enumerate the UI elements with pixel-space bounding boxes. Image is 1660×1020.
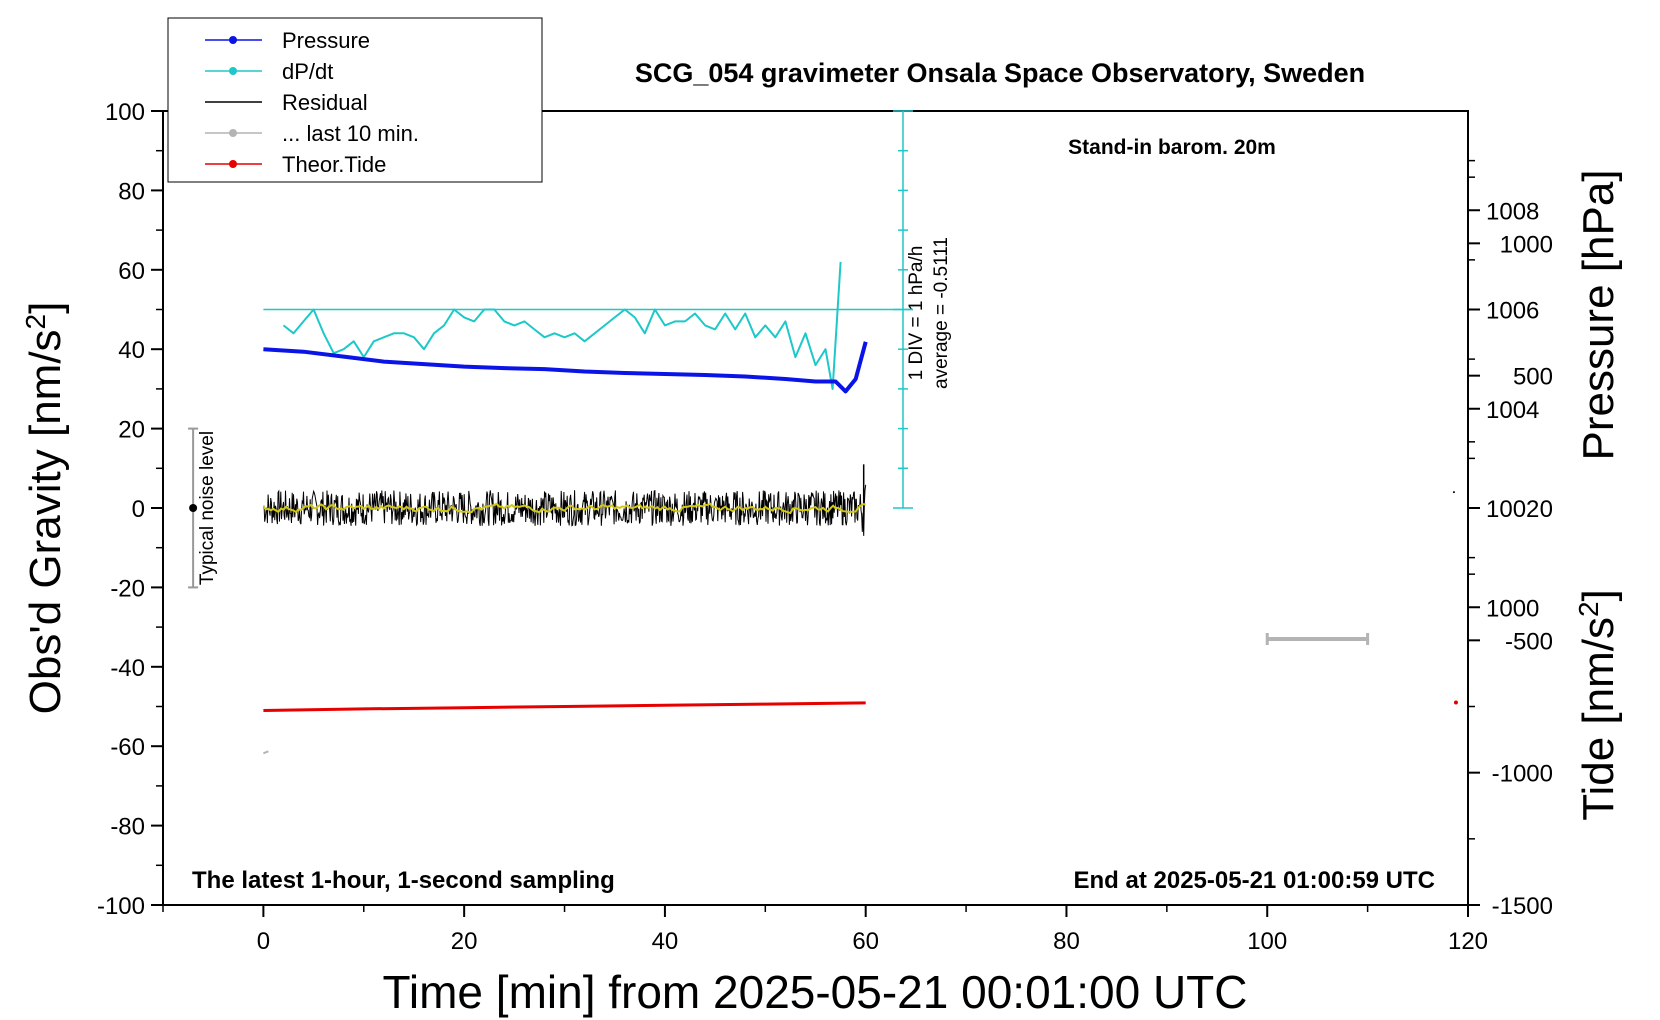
y-axis-label-text: Obs'd Gravity [nm/s [21,329,70,714]
legend-swatch-dot [229,36,237,44]
x-axis-ticks: 0 20 40 60 80 100 120 [162,905,1488,955]
legend-label: Pressure [282,28,370,53]
noise-level-bar [188,427,199,589]
residual-smoothed-line [262,502,866,515]
tide-tick-label: 1000 [1500,231,1553,258]
misc-marks [263,491,1458,755]
tide-axis-label: Tide [nm/s2] [1573,589,1624,821]
legend-label: ... last 10 min. [282,121,419,146]
y-tick-label: -80 [110,814,145,841]
y-axis-label-superscript: 2 [20,314,51,330]
tide-tick-label: -1000 [1492,761,1553,788]
annotation-end-time: End at 2025-05-21 01:00:59 UTC [1074,867,1436,894]
dpdt-average-label: average = -0.5111 [931,237,952,389]
dpdt-line [282,261,842,390]
y-axis-ticks: 100 80 60 40 20 0 -20 -40 -60 -80 -100 [97,99,163,920]
y-tick-label: 20 [118,417,145,444]
tide-tick-label: -1500 [1492,893,1553,920]
x-axis-label: Time [min] from 2025-05-21 00:01:00 UTC [383,966,1248,1018]
pressure-tick-label: 1002 [1486,496,1539,523]
legend-label: Residual [282,90,368,115]
x-tick-label: 80 [1053,928,1080,955]
legend-label: dP/dt [282,59,333,84]
x-tick-label: 40 [652,928,679,955]
y-tick-label: 0 [132,496,145,523]
y-tick-label: -20 [110,575,145,602]
legend: Pressure dP/dt Residual ... last 10 min. The… [167,17,543,183]
y-axis-label: Obs'd Gravity [nm/s2] [20,302,71,715]
pressure-line [263,341,868,394]
tide-axis-label-text: Tide [nm/s [1574,617,1623,821]
y-tick-label: 100 [105,99,145,126]
tide-end-dot [1453,700,1458,705]
legend-swatch-dot [229,129,237,137]
y-tick-label: 60 [118,258,145,285]
chart-subtitle: Stand-in barom. 20m [1068,136,1276,159]
dpdt-scale-axis [263,110,913,509]
x-tick-label: 100 [1247,928,1287,955]
annotation-sampling: The latest 1-hour, 1-second sampling [192,867,615,894]
series-layer [262,261,868,712]
residual-end-dot [1452,491,1455,494]
tide-axis-label-close: ] [1574,589,1623,601]
tide-tick-label: 0 [1540,496,1553,523]
noise-bar-dot [189,504,198,512]
legend-label: Theor.Tide [282,152,386,177]
chart-title: SCG_054 gravimeter Onsala Space Observat… [635,58,1365,88]
tide-tick-label: 500 [1513,364,1553,391]
residual-line [262,484,867,536]
pressure-tick-label: 1006 [1486,298,1539,325]
legend-swatch-dot [229,160,237,168]
pressure-tick-label: 1000 [1486,595,1539,622]
tide-line [263,701,866,712]
y-tick-label: -100 [97,893,145,920]
pressure-tick-label: 1004 [1486,397,1539,424]
legend-box [167,17,543,183]
pressure-axis-ticks: 1008 1006 1004 1002 1000 [1468,159,1539,622]
x-tick-label: 0 [257,928,270,955]
x-tick-label: 120 [1448,928,1488,955]
x-tick-label: 60 [852,928,879,955]
pressure-axis-label: Pressure [hPa] [1574,169,1623,460]
pressure-tick-label: 1008 [1486,198,1539,225]
tide-tick-label: -500 [1505,628,1553,655]
dpdt-scale-label: 1 DIV = 1 hPa/h [906,246,927,381]
noise-level-label: Typical noise level [197,431,218,585]
grey-start-mark [263,750,269,755]
legend-swatch-dot [229,67,237,75]
x-tick-label: 20 [451,928,478,955]
y-tick-label: -40 [110,655,145,682]
tide-axis-ticks: 1000 500 0 -500 -1000 -1500 [1468,176,1553,920]
y-tick-label: 80 [118,178,145,205]
tide-axis-label-superscript: 2 [1573,601,1604,617]
y-tick-label: -60 [110,734,145,761]
y-axis-label-close: ] [21,302,70,314]
y-tick-label: 40 [118,337,145,364]
